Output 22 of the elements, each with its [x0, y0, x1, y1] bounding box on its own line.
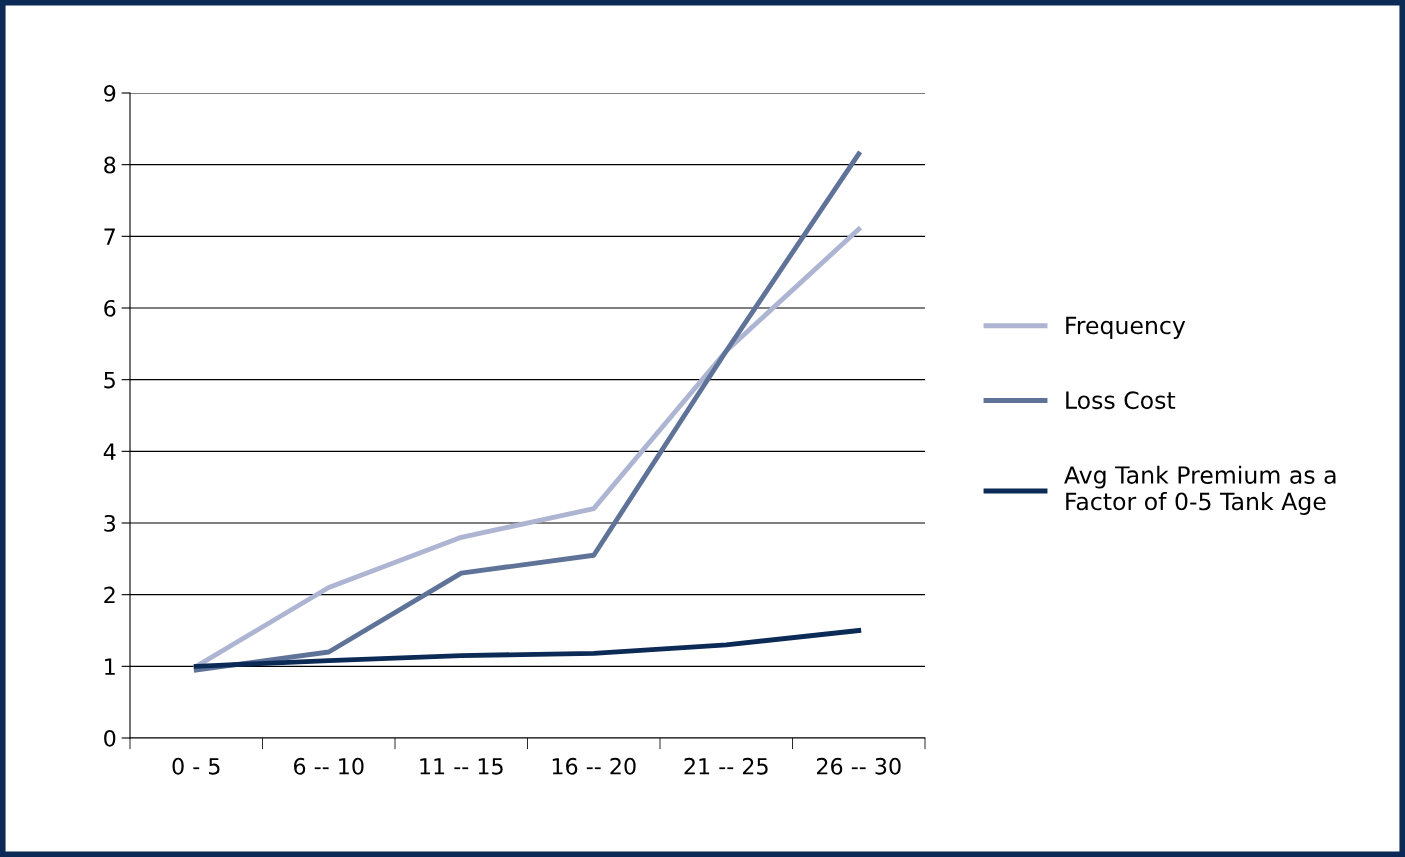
legend-label: Loss Cost	[1066, 391, 1176, 410]
y-tick-label: 8	[104, 156, 116, 174]
x-tick-label: 0 - 5	[172, 757, 220, 775]
y-tick-label: 9	[104, 84, 116, 102]
y-tick-label: 5	[104, 371, 115, 389]
legend-label: Avg Tank Premium as a Factor of 0-5 Tank Age	[1064, 465, 1336, 515]
y-tick-label: 6	[104, 299, 116, 317]
y-tick-label: 4	[103, 443, 116, 460]
y-tick-label: 3	[104, 514, 116, 532]
y-tick-label: 1	[105, 658, 115, 675]
x-tick-label: 16 -- 20	[552, 757, 636, 775]
x-tick-label: 26 -- 30	[817, 757, 901, 775]
y-tick-label: 0	[104, 729, 116, 747]
x-tick-label: 11 -- 15	[420, 758, 503, 775]
x-tick-label: 21 -- 25	[684, 757, 768, 775]
y-tick-label: 2	[104, 586, 115, 604]
x-tick-label: 6 -- 10	[294, 757, 364, 775]
legend-label: Frequency	[1066, 316, 1186, 339]
line-series	[193, 628, 862, 669]
line-series	[193, 226, 862, 669]
line-series	[193, 151, 862, 673]
y-tick-label: 7	[104, 228, 115, 245]
